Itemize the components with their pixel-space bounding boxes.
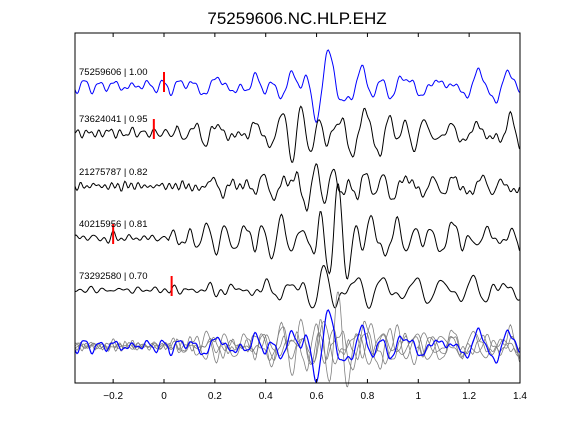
trace-line — [74, 162, 520, 213]
trace-label: 73292580 | 0.70 — [79, 271, 148, 282]
trace-label-group: 75259606 | 1.00 73624041 | 0.95 21275787 |… — [79, 67, 148, 282]
trace-label: 21275787 | 0.82 — [79, 167, 148, 178]
x-tick-label: 0.8 — [360, 391, 374, 402]
trace-line — [74, 105, 520, 163]
x-axis: −0.2 0 0.2 0.4 0.6 0.8 1 1.2 1.4 — [103, 33, 527, 402]
x-tick-label: 1.2 — [462, 391, 476, 402]
plot-frame — [74, 32, 521, 384]
x-tick-label: −0.2 — [103, 391, 123, 402]
trace-label: 73624041 | 0.95 — [79, 114, 148, 125]
x-tick-label: 0 — [161, 391, 167, 402]
stack-trace-line — [74, 309, 521, 384]
plot-background — [75, 33, 520, 383]
x-tick-label: 0.2 — [208, 391, 222, 402]
trace-label: 40215956 | 0.81 — [79, 219, 148, 230]
chart-title: 75259606.NC.HLP.EHZ — [207, 9, 386, 28]
trace-line — [74, 183, 520, 280]
x-tick-label: 1 — [416, 391, 422, 402]
trace-line — [74, 49, 520, 124]
x-tick-label: 1.4 — [513, 391, 527, 402]
x-tick-label: 0.6 — [310, 391, 324, 402]
stack-trace-line — [74, 323, 520, 372]
pick-marker-group — [112, 72, 173, 296]
trace-group — [74, 49, 521, 388]
trace-label: 75259606 | 1.00 — [79, 67, 148, 78]
x-tick-label: 0.4 — [259, 391, 273, 402]
trace-line — [74, 265, 520, 310]
